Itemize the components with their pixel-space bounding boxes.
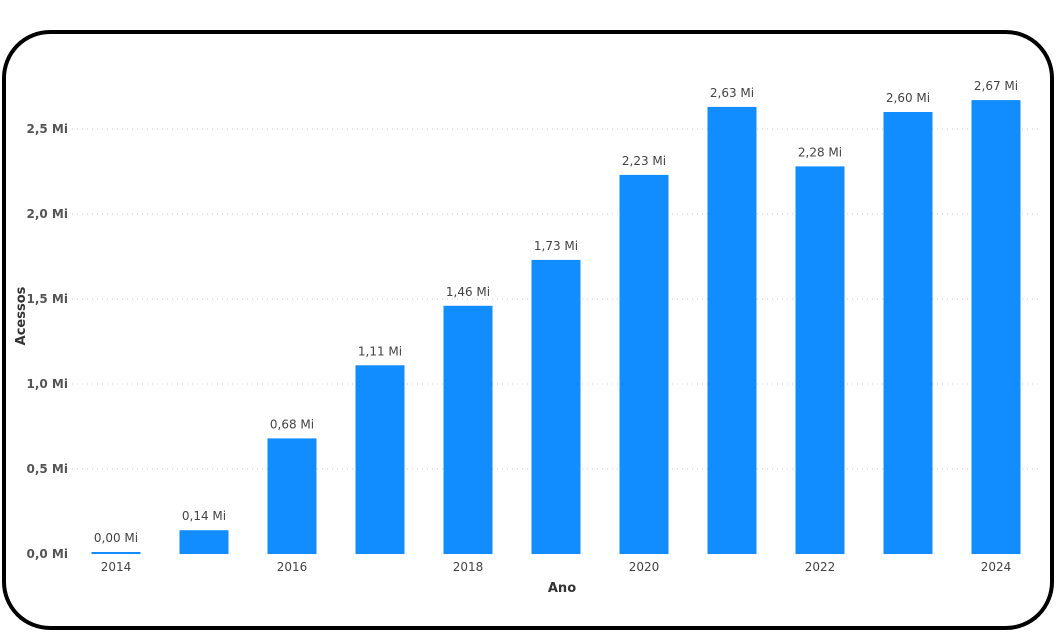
bar-2023[interactable] [883, 112, 933, 554]
bar-2015[interactable] [179, 530, 229, 554]
x-tick-label: 2018 [453, 560, 484, 574]
x-tick-label: 2024 [981, 560, 1012, 574]
bars [91, 100, 1021, 555]
bar-2017[interactable] [355, 365, 405, 554]
data-label: 1,11 Mi [358, 344, 402, 358]
data-label: 1,73 Mi [534, 239, 578, 253]
data-label: 2,28 Mi [798, 145, 842, 159]
x-tick-label: 2014 [101, 560, 132, 574]
data-labels: 0,00 Mi 0,14 Mi 0,68 Mi 1,11 Mi 1,46 Mi 1,73 … [94, 79, 1018, 545]
data-label: 0,00 Mi [94, 531, 138, 545]
bar-2014[interactable] [91, 552, 141, 554]
x-tick-label: 2020 [629, 560, 660, 574]
y-axis-ticks: 0,0 Mi 0,5 Mi 1,0 Mi 1,5 Mi 2,0 Mi 2,5 Mi [27, 122, 69, 561]
y-axis-title: Acessos [14, 286, 29, 345]
y-tick-label: 2,5 Mi [27, 122, 69, 136]
data-label: 2,63 Mi [710, 86, 754, 100]
data-label: 1,46 Mi [446, 285, 490, 299]
x-tick-label: 2022 [805, 560, 836, 574]
bar-2022[interactable] [795, 166, 845, 554]
bar-2021[interactable] [707, 106, 757, 555]
y-tick-label: 0,5 Mi [27, 462, 69, 476]
data-label: 0,68 Mi [270, 417, 314, 431]
bar-2024[interactable] [971, 100, 1021, 554]
y-tick-label: 0,0 Mi [27, 547, 69, 561]
data-label: 0,14 Mi [182, 509, 226, 523]
y-tick-label: 2,0 Mi [27, 207, 69, 221]
bar-2018[interactable] [443, 305, 493, 554]
chart-frame [2, 30, 1054, 630]
y-tick-label: 1,0 Mi [27, 377, 69, 391]
data-label: 2,23 Mi [622, 154, 666, 168]
x-tick-label: 2016 [277, 560, 308, 574]
data-label: 2,67 Mi [974, 79, 1018, 93]
bar-2019[interactable] [531, 259, 581, 554]
y-tick-label: 1,5 Mi [27, 292, 69, 306]
bar-2020[interactable] [619, 174, 669, 554]
x-axis-title: Ano [548, 581, 576, 596]
bar-2016[interactable] [267, 438, 317, 554]
x-axis-ticks: 2014 2016 2018 2020 2022 2024 [101, 560, 1012, 574]
data-label: 2,60 Mi [886, 91, 930, 105]
